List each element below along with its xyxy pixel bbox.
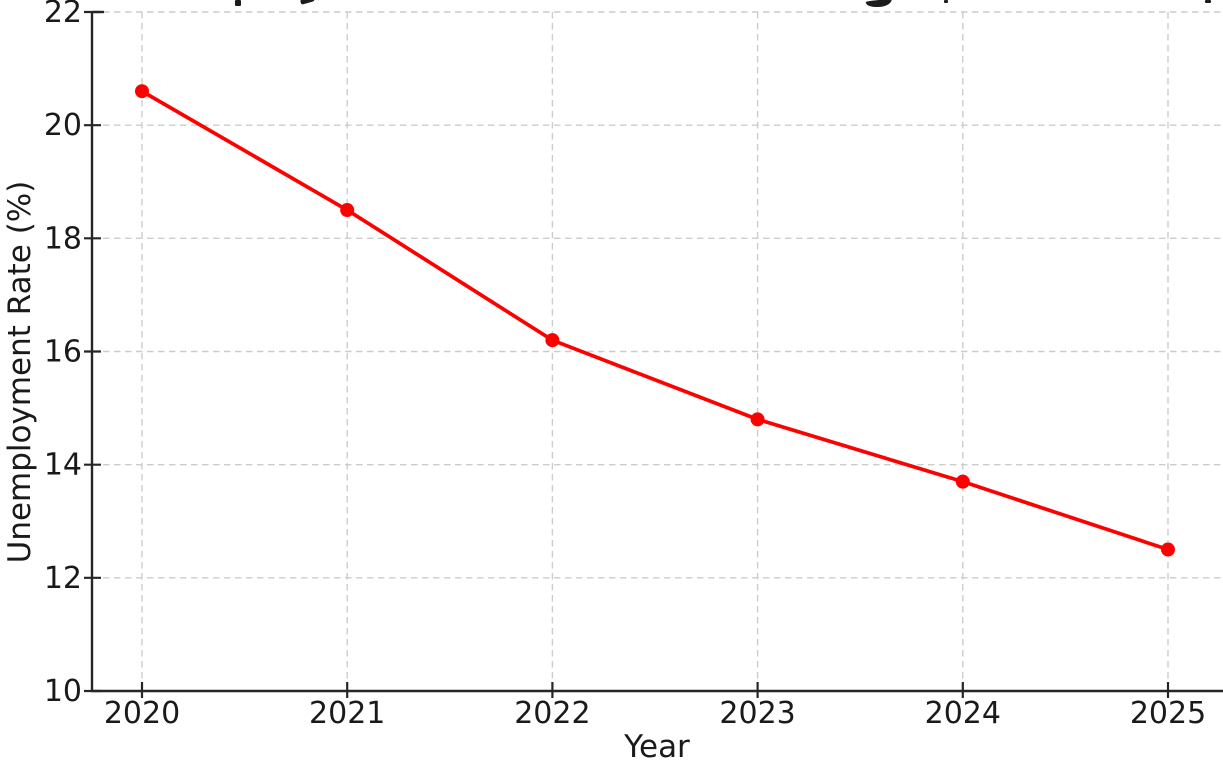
cropped-title-fragment xyxy=(235,0,241,6)
y-tick-label: 18 xyxy=(44,221,82,256)
grid-layer xyxy=(92,11,1223,692)
x-axis-label: Year xyxy=(623,729,690,763)
x-tick-label: 2025 xyxy=(1130,696,1206,731)
y-tick-label: 20 xyxy=(44,108,82,143)
data-point xyxy=(955,474,970,489)
data-point xyxy=(545,333,560,348)
data-point xyxy=(135,84,149,99)
data-point xyxy=(1161,542,1175,557)
data-series xyxy=(135,84,1175,557)
y-tick-label: 10 xyxy=(44,674,82,709)
y-axis-label: Unemployment Rate (%) xyxy=(2,181,38,564)
data-point xyxy=(750,412,765,427)
cropped-title-fragment xyxy=(1205,0,1211,3)
x-tick-label: 2020 xyxy=(104,696,180,731)
data-point xyxy=(340,203,355,218)
y-tick-label: 22 xyxy=(44,0,82,30)
cropped-title-fragment xyxy=(944,0,948,3)
data-line xyxy=(140,89,1170,552)
y-tick-label: 16 xyxy=(44,335,82,370)
x-tick-label: 2021 xyxy=(309,696,385,731)
tick-marks xyxy=(84,10,1170,698)
y-tick-label: 14 xyxy=(44,448,82,483)
x-tick-label: 2023 xyxy=(719,696,795,731)
x-tick-label: 2024 xyxy=(925,696,1001,731)
y-tick-label: 12 xyxy=(44,561,82,596)
x-tick-label: 2022 xyxy=(514,696,590,731)
